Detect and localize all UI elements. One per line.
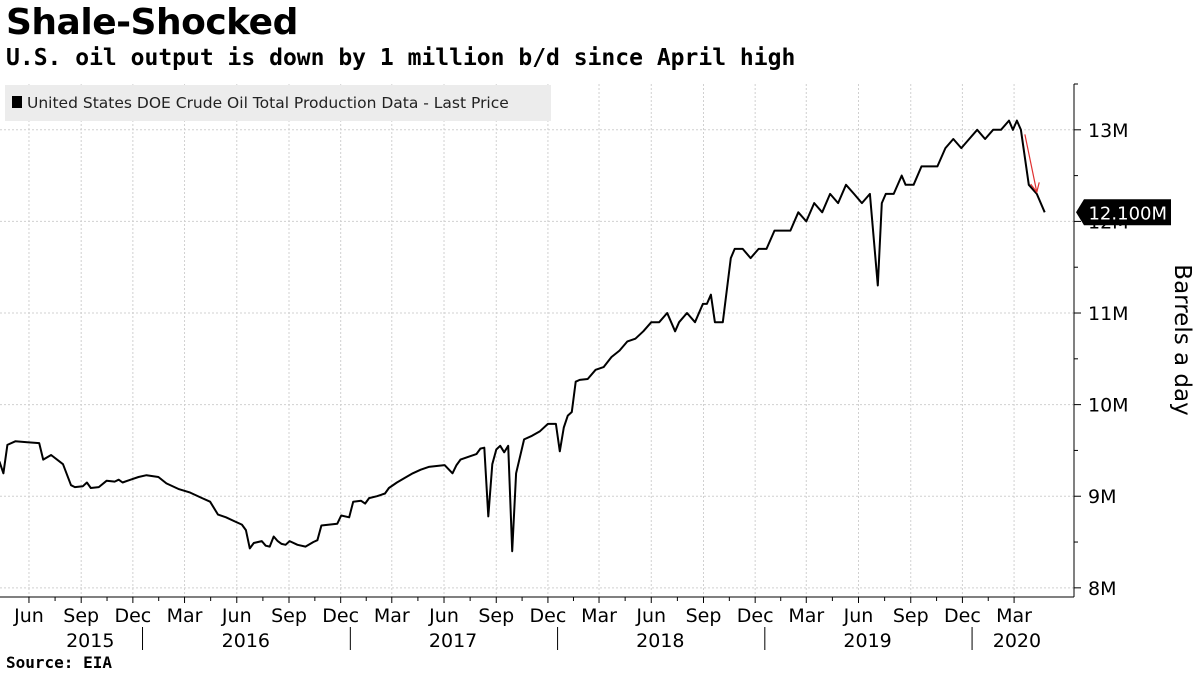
legend-entry: United States DOE Crude Oil Total Produc…	[27, 94, 509, 112]
year-label: 2020	[993, 630, 1041, 652]
x-tick-label: Sep	[63, 605, 99, 627]
x-tick-label: Mar	[374, 605, 410, 627]
x-tick-label: Dec	[114, 605, 151, 627]
year-label: 2017	[429, 630, 477, 652]
year-label: 2018	[636, 630, 684, 652]
y-tick-label: 10M	[1088, 395, 1129, 417]
x-tick-label: Mar	[167, 605, 203, 627]
legend-background	[5, 85, 551, 121]
x-tick-label: Jun	[428, 605, 459, 627]
gridlines	[0, 84, 1074, 597]
x-tick-label: Dec	[737, 605, 774, 627]
annotation-arrow-head	[1030, 182, 1040, 194]
chart-subtitle: U.S. oil output is down by 1 million b/d…	[6, 45, 796, 71]
x-tick-label: Jun	[843, 605, 874, 627]
y-axis-label: Barrels a day	[1169, 264, 1195, 415]
axes: 8M9M10M11M12M13MJunSepDecMarJunSepDecMar…	[0, 83, 1129, 652]
x-tick-label: Dec	[530, 605, 567, 627]
x-tick-label: Sep	[686, 605, 722, 627]
series-line	[0, 119, 1046, 553]
y-tick-label: 9M	[1088, 486, 1116, 508]
x-tick-label: Jun	[635, 605, 666, 627]
x-tick-label: Mar	[581, 605, 617, 627]
annotations	[1024, 134, 1040, 194]
year-label: 2016	[222, 630, 270, 652]
x-tick-label: Dec	[944, 605, 981, 627]
legend-swatch	[12, 96, 22, 108]
x-tick-label: Jun	[221, 605, 252, 627]
x-tick-label: Dec	[322, 605, 359, 627]
source-note: Source: EIA	[6, 653, 112, 672]
x-tick-label: Sep	[893, 605, 929, 627]
last-value-group: 12.100M	[1076, 199, 1171, 226]
year-label: 2015	[66, 630, 114, 652]
y-tick-label: 8M	[1088, 578, 1116, 600]
last-value-tag	[1076, 199, 1171, 226]
y-tick-label: 11M	[1088, 303, 1129, 325]
x-tick-label: Sep	[478, 605, 514, 627]
x-tick-label: Jun	[13, 605, 44, 627]
last-value-label: 12.100M	[1088, 203, 1167, 224]
chart-title: Shale-Shocked	[6, 2, 298, 43]
x-tick-label: Mar	[788, 605, 824, 627]
year-label: 2019	[843, 630, 891, 652]
y-tick-label: 13M	[1088, 120, 1129, 142]
x-tick-label: Sep	[271, 605, 307, 627]
annotation-arrow-shaft	[1024, 134, 1038, 193]
x-tick-label: Mar	[996, 605, 1032, 627]
series-group	[0, 119, 1046, 553]
legend: United States DOE Crude Oil Total Produc…	[5, 85, 551, 121]
